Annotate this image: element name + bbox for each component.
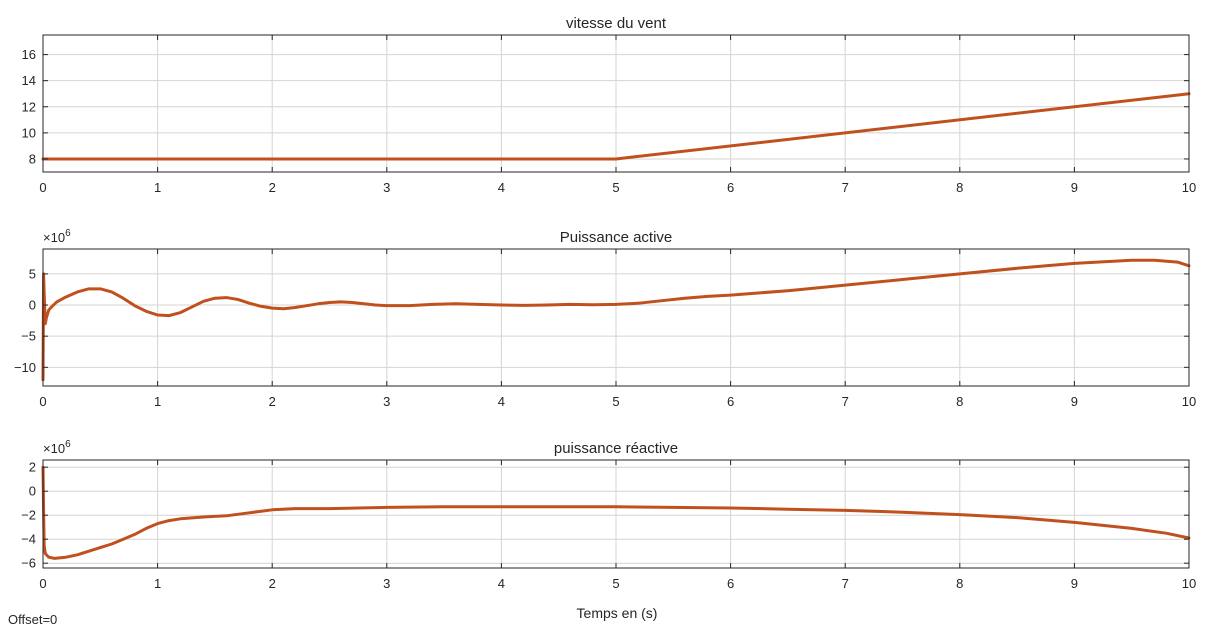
exponent-label: ×106 <box>43 228 71 245</box>
x-tick-label: 8 <box>956 576 963 591</box>
y-tick-label: 0 <box>29 298 36 313</box>
x-tick-label: 6 <box>727 394 734 409</box>
x-tick-label: 9 <box>1071 576 1078 591</box>
x-tick-label: 4 <box>498 394 505 409</box>
x-tick-label: 4 <box>498 576 505 591</box>
x-tick-label: 4 <box>498 180 505 195</box>
x-tick-label: 2 <box>269 576 276 591</box>
y-tick-label: −2 <box>21 508 36 523</box>
x-tick-label: 7 <box>842 576 849 591</box>
subplot-title: vitesse du vent <box>566 15 667 32</box>
series-line-1 <box>41 92 1191 161</box>
x-tick-label: 3 <box>383 576 390 591</box>
series-line-1 <box>41 465 1191 560</box>
x-tick-label: 1 <box>154 576 161 591</box>
x-tick-label: 5 <box>612 394 619 409</box>
y-tick-label: −6 <box>21 556 36 571</box>
subplot-3: 0 1 2 3 4 5 6 7 8 9 10 2 0 −2 −4 −6 puissance réactive ×1… <box>21 439 1196 591</box>
offset-label: Offset=0 <box>8 612 57 627</box>
x-tick-label: 5 <box>612 180 619 195</box>
x-tick-label: 10 <box>1182 394 1196 409</box>
x-tick-label: 3 <box>383 394 390 409</box>
y-tick-label: −5 <box>21 329 36 344</box>
x-tick-label: 6 <box>727 180 734 195</box>
x-tick-label: 10 <box>1182 576 1196 591</box>
subplot-2: 0 1 2 3 4 5 6 7 8 9 10 5 0 −5 −10 Puissance active ×106 <box>14 228 1196 409</box>
x-tick-label: 2 <box>269 394 276 409</box>
x-tick-label: 1 <box>154 394 161 409</box>
x-tick-label: 5 <box>612 576 619 591</box>
y-tick-label: 5 <box>29 266 36 281</box>
y-tick-label: 10 <box>22 125 36 140</box>
y-tick-label: 16 <box>22 47 36 62</box>
y-tick-label: 12 <box>22 99 36 114</box>
x-axis-label: Temps en (s) <box>577 605 658 621</box>
x-tick-label: 6 <box>727 576 734 591</box>
x-tick-label: 7 <box>842 394 849 409</box>
x-tick-label: 3 <box>383 180 390 195</box>
exponent-label: ×106 <box>43 439 71 456</box>
x-tick-label: 0 <box>39 576 46 591</box>
y-tick-label: 8 <box>29 151 36 166</box>
y-tick-label: 14 <box>22 73 36 88</box>
x-tick-label: 8 <box>956 394 963 409</box>
x-tick-label: 0 <box>39 394 46 409</box>
x-tick-label: 8 <box>956 180 963 195</box>
y-tick-label: −10 <box>14 360 36 375</box>
x-tick-label: 9 <box>1071 394 1078 409</box>
y-tick-label: 0 <box>29 484 36 499</box>
x-tick-label: 0 <box>39 180 46 195</box>
y-tick-label: −4 <box>21 532 36 547</box>
y-tick-label: 2 <box>29 460 36 475</box>
x-tick-label: 2 <box>269 180 276 195</box>
x-tick-label: 10 <box>1182 180 1196 195</box>
x-tick-label: 9 <box>1071 180 1078 195</box>
subplot-title: puissance réactive <box>554 440 678 457</box>
series-line-1 <box>41 258 1191 382</box>
subplot-title: Puissance active <box>560 229 673 246</box>
x-tick-label: 7 <box>842 180 849 195</box>
x-tick-label: 1 <box>154 180 161 195</box>
